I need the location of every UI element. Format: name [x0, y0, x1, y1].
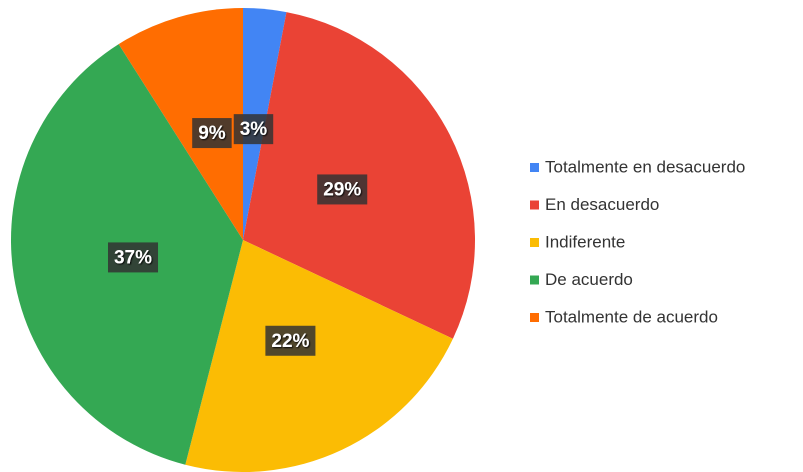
label-background	[317, 174, 368, 205]
legend: Totalmente en desacuerdo En desacuerdo Ind…	[530, 157, 745, 326]
legend-label: Totalmente en desacuerdo	[545, 157, 745, 176]
legend-swatch	[530, 238, 539, 247]
legend-swatch	[530, 200, 539, 210]
data-label: 22%	[271, 331, 309, 352]
legend-label: Indiferente	[545, 232, 625, 251]
data-label: 3%	[240, 119, 268, 140]
label-background	[107, 242, 159, 273]
label-background	[192, 118, 232, 149]
legend-swatch	[530, 275, 539, 285]
legend-label: En desacuerdo	[545, 195, 659, 214]
data-label: 37%	[114, 247, 152, 268]
legend-swatch	[530, 163, 539, 172]
label-background	[265, 325, 316, 356]
data-labels: 3% 29% 22% 37% 9%	[107, 114, 368, 356]
legend-swatch	[530, 313, 539, 322]
label-background	[233, 114, 274, 145]
data-label: 29%	[323, 179, 361, 200]
pie-slice	[118, 8, 243, 240]
legend-label: Totalmente de acuerdo	[545, 307, 718, 326]
legend-label: De acuerdo	[545, 270, 633, 289]
pie	[10, 8, 475, 472]
pie-slice	[185, 240, 453, 472]
data-label: 9%	[198, 123, 226, 144]
